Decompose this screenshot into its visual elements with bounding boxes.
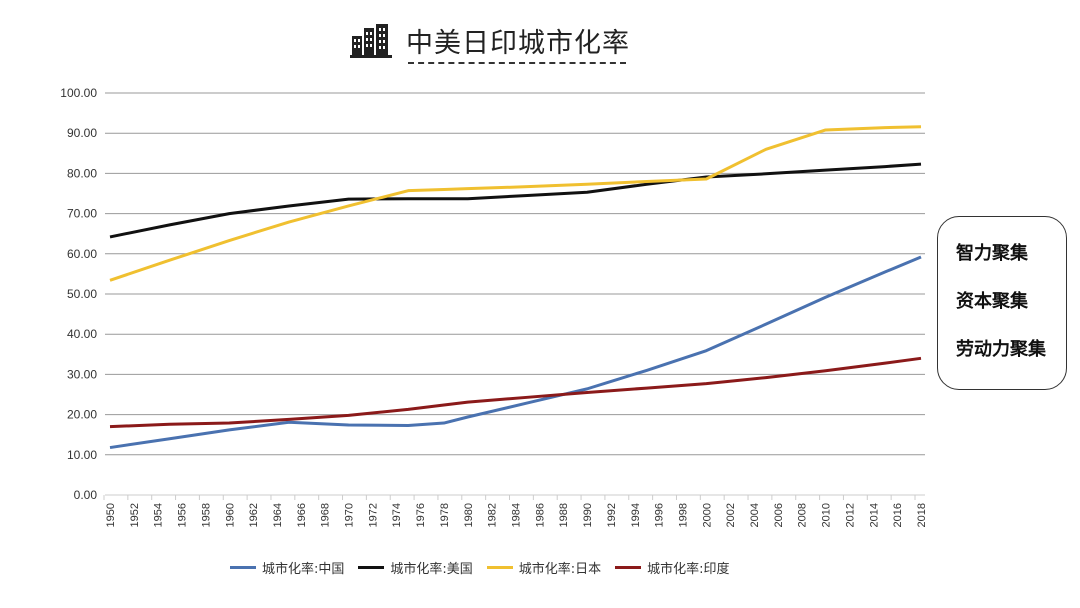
x-tick-label: 1956 [177, 503, 189, 527]
x-tick-label: 2004 [749, 503, 761, 527]
y-tick-label: 100.00 [60, 86, 97, 100]
legend-label: 城市化率:中国 [262, 562, 345, 577]
y-tick-label: 90.00 [67, 126, 97, 140]
legend-swatch [358, 566, 385, 569]
x-tick-label: 1996 [654, 503, 666, 527]
title-bar: 中美日印城市化率 [350, 18, 630, 62]
title-underline [408, 62, 626, 64]
legend-item-usa: 城市化率:美国 [358, 558, 473, 577]
x-tick-label: 2014 [868, 503, 880, 527]
x-tick-label: 1992 [606, 503, 618, 527]
x-tick-label: 2010 [821, 503, 833, 527]
x-tick-label: 1972 [367, 503, 379, 527]
series-line-3 [109, 356, 922, 429]
y-tick-label: 60.00 [67, 247, 97, 261]
callout-item: 劳动力聚集 [956, 339, 1046, 360]
legend-label: 城市化率:日本 [518, 562, 602, 577]
callout-box: 智力聚集 资本聚集 劳动力聚集 [937, 216, 1067, 390]
x-tick-label: 1958 [200, 503, 212, 527]
x-tick-label: 1984 [511, 503, 523, 527]
x-tick-label: 2018 [916, 503, 928, 527]
x-tick-label: 1966 [296, 503, 308, 527]
x-tick-label: 1982 [487, 503, 499, 527]
legend-label: 城市化率:美国 [390, 562, 473, 577]
y-tick-label: 0.00 [74, 488, 98, 502]
x-tick-label: 2000 [701, 503, 713, 527]
x-tick-label: 2002 [725, 503, 737, 527]
x-tick-label: 1954 [153, 503, 165, 527]
legend-item-china: 城市化率:中国 [230, 558, 344, 577]
x-tick-label: 1962 [248, 503, 260, 527]
x-tick-label: 1960 [224, 503, 236, 527]
x-tick-label: 1964 [272, 503, 284, 527]
callout-item: 资本聚集 [956, 291, 1028, 312]
x-tick-label: 2016 [892, 503, 904, 527]
x-tick-label: 1986 [534, 503, 546, 527]
series-line-1 [109, 162, 922, 239]
x-tick-label: 1950 [105, 503, 117, 527]
x-tick-label: 1998 [677, 503, 689, 527]
y-tick-label: 40.00 [67, 327, 97, 341]
x-tick-label: 2006 [773, 503, 785, 527]
x-tick-label: 1988 [558, 503, 570, 527]
y-tick-label: 50.00 [67, 287, 97, 301]
y-tick-label: 30.00 [67, 367, 97, 381]
legend-item-japan: 城市化率:日本 [486, 558, 602, 577]
series-line-2 [109, 125, 922, 282]
x-tick-label: 1952 [129, 503, 141, 527]
y-tick-label: 20.00 [67, 408, 97, 422]
legend-item-india: 城市化率:印度 [615, 558, 730, 577]
x-tick-label: 1980 [463, 503, 475, 527]
callout-item: 智力聚集 [956, 243, 1028, 264]
x-tick-label: 1990 [582, 503, 594, 527]
series-line-0 [109, 255, 922, 450]
buildings-icon [350, 24, 392, 58]
legend-label: 城市化率:印度 [647, 562, 730, 577]
legend-swatch [615, 566, 642, 569]
x-tick-label: 2012 [844, 503, 856, 527]
x-tick-label: 1994 [630, 503, 642, 527]
legend-swatch [486, 566, 513, 569]
x-tick-label: 1976 [415, 503, 427, 527]
x-tick-label: 1970 [344, 503, 356, 527]
legend: 城市化率:中国 城市化率:美国 城市化率:日本 城市化率:印度 [230, 558, 730, 577]
legend-swatch [230, 566, 256, 569]
x-tick-label: 1968 [320, 503, 332, 527]
y-tick-label: 70.00 [67, 207, 97, 221]
x-tick-label: 1974 [391, 503, 403, 527]
x-tick-label: 2008 [797, 503, 809, 527]
y-tick-label: 10.00 [67, 448, 97, 462]
y-tick-label: 80.00 [67, 166, 97, 180]
x-tick-label: 1978 [439, 503, 451, 527]
chart-title: 中美日印城市化率 [406, 27, 630, 59]
